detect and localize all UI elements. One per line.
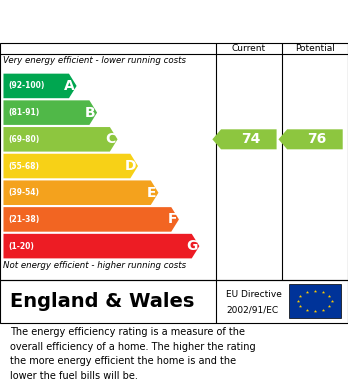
Polygon shape (278, 129, 343, 149)
Text: D: D (125, 159, 136, 173)
Polygon shape (3, 127, 118, 152)
Text: EU Directive: EU Directive (226, 290, 282, 299)
Text: B: B (84, 106, 95, 120)
Text: 74: 74 (241, 132, 260, 146)
Text: (69-80): (69-80) (9, 135, 40, 144)
Text: Not energy efficient - higher running costs: Not energy efficient - higher running co… (3, 261, 187, 270)
Text: E: E (147, 186, 156, 200)
Text: Potential: Potential (295, 44, 335, 53)
Text: G: G (186, 239, 197, 253)
Text: (21-38): (21-38) (9, 215, 40, 224)
Text: (1-20): (1-20) (9, 242, 34, 251)
Text: Energy Efficiency Rating: Energy Efficiency Rating (10, 13, 239, 30)
Text: (81-91): (81-91) (9, 108, 40, 117)
Text: Very energy efficient - lower running costs: Very energy efficient - lower running co… (3, 56, 187, 65)
Polygon shape (3, 100, 97, 125)
Text: A: A (64, 79, 74, 93)
Polygon shape (3, 154, 138, 178)
Text: England & Wales: England & Wales (10, 292, 195, 310)
Text: F: F (167, 212, 177, 226)
Text: (39-54): (39-54) (9, 188, 40, 197)
Polygon shape (3, 180, 158, 205)
Text: Current: Current (232, 44, 266, 53)
Polygon shape (3, 74, 77, 98)
Polygon shape (3, 234, 199, 258)
Text: (55-68): (55-68) (9, 161, 40, 170)
Text: 2002/91/EC: 2002/91/EC (226, 305, 278, 314)
Polygon shape (212, 129, 277, 149)
Bar (289, 284, 341, 318)
Text: C: C (105, 132, 116, 146)
Text: (92-100): (92-100) (9, 81, 45, 90)
Polygon shape (3, 207, 179, 232)
Text: 76: 76 (307, 132, 326, 146)
Text: The energy efficiency rating is a measure of the
overall efficiency of a home. T: The energy efficiency rating is a measur… (10, 327, 256, 380)
